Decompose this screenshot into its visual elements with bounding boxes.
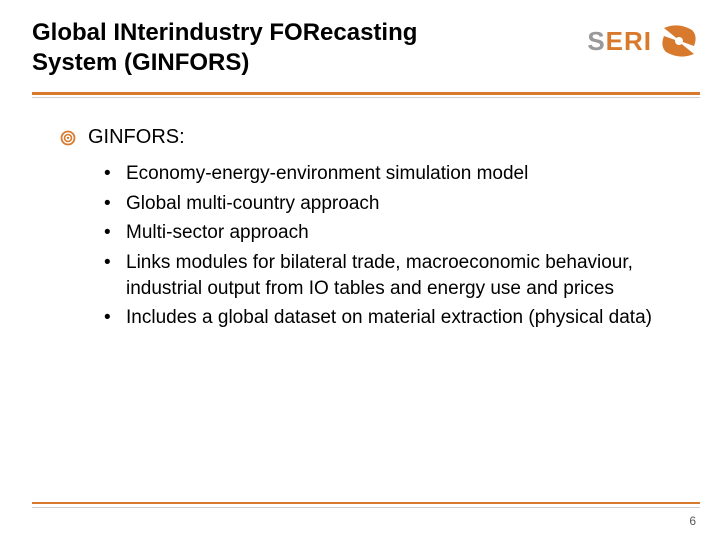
- title-area: Global INterindustry FORecasting System …: [32, 18, 587, 78]
- list-item: Multi-sector approach: [104, 220, 680, 246]
- bullet-text: Economy-energy-environment simulation mo…: [126, 163, 528, 184]
- bullet-text: Multi-sector approach: [126, 222, 309, 243]
- section-header: GINFORS:: [60, 126, 680, 149]
- swirl-bullet-icon: [60, 130, 76, 146]
- footer-divider-thick: [32, 502, 700, 504]
- bullet-text: Global multi-country approach: [126, 193, 379, 214]
- logo-text: SERI: [587, 26, 652, 57]
- bullet-list: Economy-energy-environment simulation mo…: [60, 161, 680, 331]
- bullet-text: Links modules for bilateral trade, macro…: [126, 252, 633, 299]
- list-item: Economy-energy-environment simulation mo…: [104, 161, 680, 187]
- section-title: GINFORS:: [88, 126, 185, 149]
- footer-divider-thin: [32, 507, 700, 508]
- slide-header: Global INterindustry FORecasting System …: [0, 0, 720, 78]
- bullet-text: Includes a global dataset on material ex…: [126, 307, 652, 328]
- list-item: Includes a global dataset on material ex…: [104, 305, 680, 331]
- logo-letters-orange: ERI: [606, 26, 652, 56]
- slide-title: Global INterindustry FORecasting System …: [32, 18, 587, 78]
- list-item: Global multi-country approach: [104, 191, 680, 217]
- logo-letter-gray: S: [587, 26, 605, 56]
- list-item: Links modules for bilateral trade, macro…: [104, 250, 680, 301]
- seri-logo: SERI: [587, 20, 700, 62]
- page-number: 6: [689, 514, 696, 528]
- title-line-1: Global INterindustry FORecasting: [32, 19, 417, 46]
- logo-swirl-icon: [658, 20, 700, 62]
- header-divider-thick: [32, 92, 700, 95]
- title-line-2: System (GINFORS): [32, 49, 249, 76]
- slide-content: GINFORS: Economy-energy-environment simu…: [0, 98, 720, 331]
